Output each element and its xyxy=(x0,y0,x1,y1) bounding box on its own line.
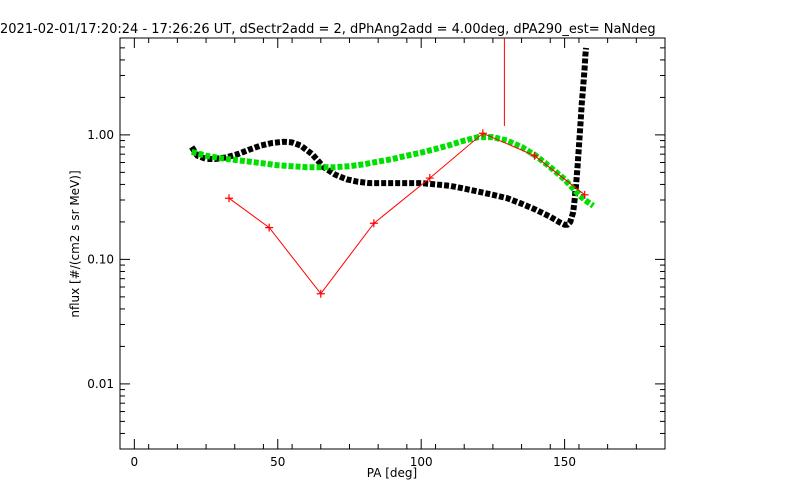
y-axis-label: nflux [#/(cm2 s sr MeV)] xyxy=(68,170,82,317)
series-2-point xyxy=(530,151,539,160)
x-tick-label: 50 xyxy=(270,455,285,469)
series-0-curve xyxy=(189,47,590,228)
series-2-line xyxy=(228,132,586,295)
series-1-curve xyxy=(190,134,595,209)
series-2-point xyxy=(369,219,378,228)
y-tick-label: 1.00 xyxy=(87,128,114,142)
series-2-point xyxy=(316,289,325,298)
x-axis-label: PA [deg] xyxy=(367,466,417,480)
axis-ticks: 0 50 100 150 0.01 0.10 1.00 xyxy=(87,37,666,469)
x-tick-label: 100 xyxy=(410,455,433,469)
series-2-point xyxy=(425,174,434,183)
series-2-point xyxy=(478,129,487,138)
y-tick-label: 0.01 xyxy=(87,377,114,391)
series-2-point xyxy=(265,223,274,232)
series-layer xyxy=(189,38,595,298)
plot-frame xyxy=(119,37,666,450)
y-tick-label: 0.10 xyxy=(87,252,114,266)
series-2-point xyxy=(225,194,233,203)
chart-title: 2021-02-01/17:20:24 - 17:26:26 UT, dSect… xyxy=(0,22,656,37)
x-tick-label: 150 xyxy=(553,455,576,469)
x-tick-label: 0 xyxy=(131,455,139,469)
series-2-point xyxy=(580,190,589,199)
